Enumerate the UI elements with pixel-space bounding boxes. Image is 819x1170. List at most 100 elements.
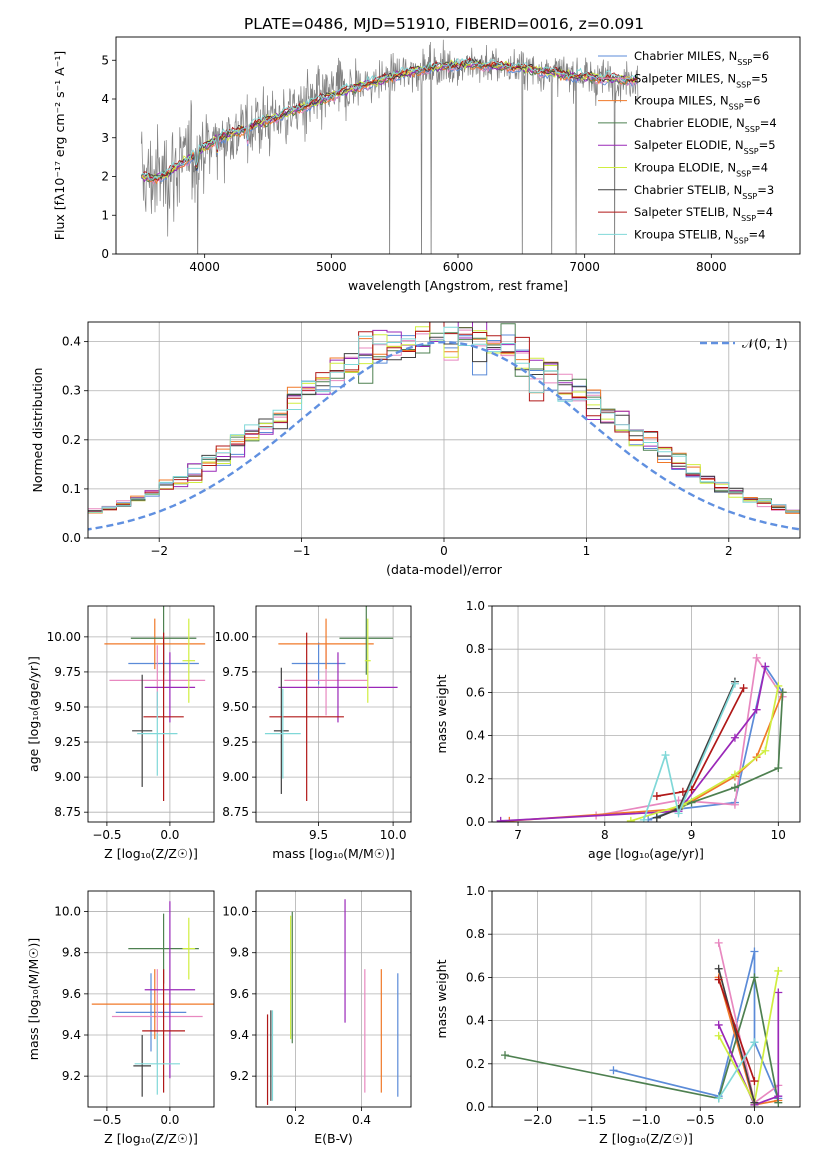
- plot-area: [140, 39, 639, 254]
- y-tick-label: 0.4: [62, 335, 81, 349]
- axes-frame: [87, 890, 215, 1108]
- errorbar-salpeter-stelib: [143, 632, 184, 801]
- weight-line-salpeter-miles: [595, 655, 784, 817]
- y-tick-label: 10.0: [54, 905, 81, 919]
- weight-point-chabrier-stelib: [714, 964, 723, 973]
- weight-point-salpeter-stelib: [739, 684, 748, 693]
- y-tick-label: 9.75: [54, 665, 81, 679]
- weight-line-salpeter-elodie: [717, 992, 780, 1106]
- x-axis-label: (data-model)/error: [386, 562, 503, 577]
- x-tick-label: 0.4: [352, 1113, 371, 1127]
- weight-point-chabrier-stelib: [750, 1098, 759, 1107]
- x-tick-label: 7000: [569, 260, 600, 274]
- weight-line-salpeter-stelib: [717, 979, 756, 1082]
- y-tick-label: 1.0: [466, 884, 485, 898]
- errorbar-chabrier-elodie: [339, 606, 394, 675]
- x-tick-label: −0.5: [92, 828, 121, 842]
- weight-point-chabrier-miles: [750, 947, 759, 956]
- y-tick-label: 8.75: [222, 805, 249, 819]
- axes-frame: [87, 321, 801, 539]
- x-tick-label: 7: [514, 828, 522, 842]
- y-tick-label: 9.75: [222, 665, 249, 679]
- y-tick-label: 0.2: [466, 1057, 485, 1071]
- y-tick-label: 1.0: [466, 599, 485, 613]
- y-tick-label: 9.6: [230, 987, 249, 1001]
- x-tick-label: −1.5: [577, 1113, 606, 1127]
- weight-point-chabrier-elodie: [501, 1051, 510, 1060]
- y-tick-label: 0.0: [466, 1100, 485, 1114]
- weight-point-chabrier-elodie: [750, 973, 759, 982]
- mass-vs-extinction-panel: 0.2 0.4 9.2 9.4 9.6 9.8 10.0 E(B-V): [222, 890, 412, 1146]
- weight-line-salpeter-stelib: [656, 687, 745, 797]
- x-tick-label: 0: [440, 544, 448, 558]
- legend-label-salpeter-elodie: Salpeter ELODIE, NSSP=5: [634, 138, 776, 156]
- y-axis-label: mass weight: [434, 674, 449, 753]
- weight-point-kroupa-stelib: [714, 1094, 723, 1103]
- weight-point-salpeter-miles: [714, 938, 723, 947]
- y-tick-label: 10.00: [215, 630, 249, 644]
- figure-title: PLATE=0486, MJD=51910, FIBERID=0016, z=0…: [244, 15, 644, 33]
- axes-frame: [491, 890, 801, 1108]
- y-tick-label: 0.6: [466, 970, 485, 984]
- legend-label-kroupa-miles: Kroupa MILES, NSSP=6: [634, 94, 760, 112]
- legend-label-normal: 𝒩(0, 1): [742, 336, 788, 351]
- weight-point-chabrier-elodie: [778, 688, 787, 697]
- y-tick-label: 3: [101, 131, 109, 145]
- axes-frame: [255, 605, 412, 823]
- legend-label-kroupa-stelib: Kroupa STELIB, NSSP=4: [634, 227, 765, 245]
- weight-point-kroupa-stelib: [674, 809, 683, 818]
- y-axis-label: mass weight: [434, 959, 449, 1038]
- x-tick-label: −2.0: [523, 1113, 552, 1127]
- legend-label-kroupa-elodie: Kroupa ELODIE, NSSP=4: [634, 161, 768, 179]
- y-tick-label: 9.00: [222, 770, 249, 784]
- x-tick-label: 8000: [696, 260, 727, 274]
- y-axis-label: age [log₁₀(age/yr)]: [26, 656, 41, 772]
- age-vs-mass-panel: 9.5 10.0 8.75 9.00 9.25 9.50 9.75 10.00 mass [lo…: [215, 605, 412, 861]
- mass-weight-vs-age-panel: 7 8 9 10 0.0 0.2 0.4 0.6 0.8 1.0 age [log₁₀(age/yr…: [434, 599, 801, 861]
- errorbar-salpeter-elodie: [144, 652, 196, 723]
- x-axis-label: Z [log₁₀(Z/Z☉)]: [599, 1131, 693, 1146]
- legend-label-salpeter-miles: Salpeter MILES, NSSP=5: [634, 71, 768, 89]
- weight-point-kroupa-elodie: [714, 1031, 723, 1040]
- weight-line-kroupa-stelib: [642, 683, 736, 821]
- model-spectrum-kroupa-stelib: [140, 57, 638, 180]
- x-axis-label: Z [log₁₀(Z/Z☉)]: [104, 1131, 198, 1146]
- weight-point-kroupa-stelib: [730, 679, 739, 688]
- errorbar-kroupa-stelib: [264, 688, 301, 779]
- y-tick-label: 9.6: [62, 987, 81, 1001]
- errorbar-kroupa-miles: [278, 618, 374, 670]
- spectrum-panel: 4000 5000 6000 7000 8000 0 1 2 3 4 5 wavelength [An…: [52, 36, 801, 293]
- spectrum-legend: Chabrier MILES, NSSP=6 Salpeter MILES, NS…: [598, 49, 777, 245]
- x-axis-label: Z [log₁₀(Z/Z☉)]: [104, 846, 198, 861]
- x-tick-label: −0.5: [686, 1113, 715, 1127]
- x-tick-label: 10.0: [380, 828, 407, 842]
- x-axis-label: mass [log₁₀(M/M☉)]: [272, 846, 394, 861]
- plot-area: [496, 653, 787, 822]
- x-tick-label: 0.0: [160, 1113, 179, 1127]
- errorbar-salpeter-stelib: [142, 969, 186, 1093]
- y-tick-label: 0.6: [466, 685, 485, 699]
- x-tick-label: 6000: [443, 260, 474, 274]
- y-tick-label: 4: [101, 92, 109, 106]
- plot-area: [91, 901, 214, 1097]
- x-tick-label: −0.5: [92, 1113, 121, 1127]
- y-tick-label: 2: [101, 170, 109, 184]
- x-axis-label: E(B-V): [314, 1131, 353, 1146]
- errorbar-kroupa-stelib: [134, 1032, 180, 1095]
- errorbar-chabrier-stelib: [132, 674, 153, 787]
- x-tick-label: 5000: [316, 260, 347, 274]
- y-tick-label: 0.0: [62, 531, 81, 545]
- weight-point-chabrier-miles: [609, 1066, 618, 1075]
- normal-reference-curve: [88, 340, 800, 531]
- y-tick-label: 9.8: [230, 946, 249, 960]
- weight-point-kroupa-elodie: [730, 770, 739, 779]
- plot-area: [266, 899, 399, 1105]
- errorbar-kroupa-elodie: [182, 618, 196, 703]
- x-axis-label: age [log₁₀(age/yr)]: [588, 846, 704, 861]
- mass-vs-metallicity-panel: −0.5 0.0 9.2 9.4 9.6 9.8 10.0 Z [log₁₀(Z/Z☉)] ma…: [26, 890, 215, 1146]
- weight-point-kroupa-elodie: [774, 681, 783, 690]
- y-tick-label: 5: [101, 53, 109, 67]
- errorbar-kroupa-miles: [104, 618, 206, 670]
- weight-point-kroupa-stelib: [639, 815, 648, 822]
